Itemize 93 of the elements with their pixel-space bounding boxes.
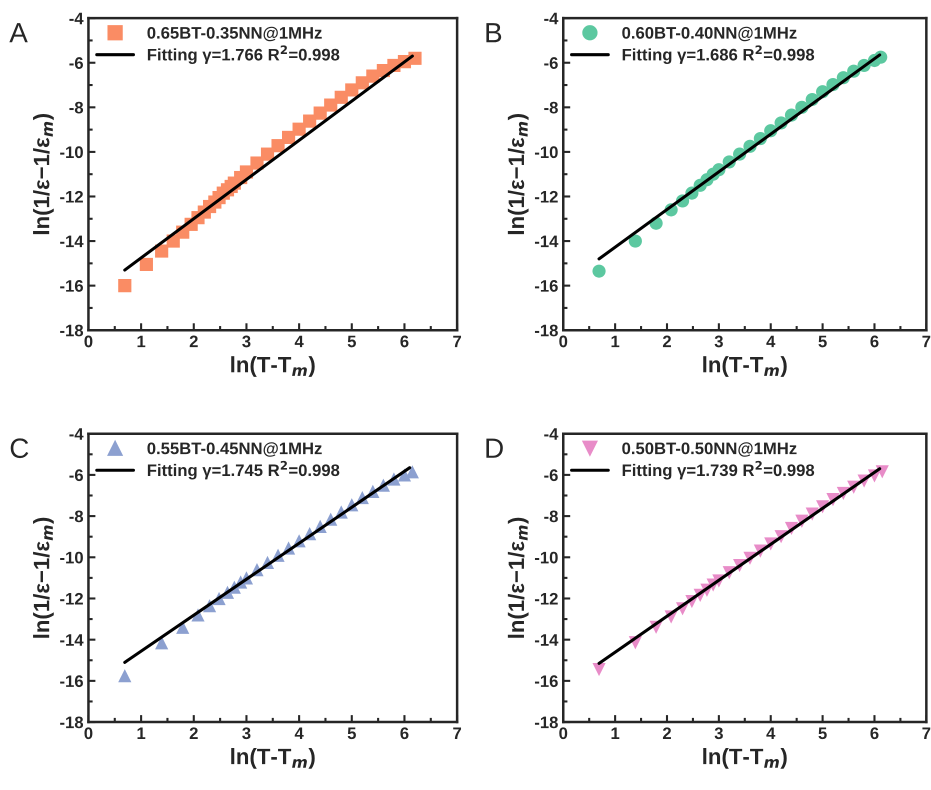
x-tick-label: 0 xyxy=(559,727,568,740)
point xyxy=(406,465,419,478)
x-tick-label: 6 xyxy=(870,727,879,740)
point xyxy=(155,636,168,650)
legend-label: Fitting γ=1.766 R$^{2}$=0.998 xyxy=(148,45,340,64)
y-tick-label: -16 xyxy=(534,675,558,688)
legend-label: Fitting γ=1.745 R$^{2}$=0.998 xyxy=(148,460,340,480)
point xyxy=(140,258,153,272)
y-tick-label: -10 xyxy=(534,146,558,158)
y-axis-title: ln(1/ε−1/ε$_{m}$) xyxy=(508,518,529,638)
x-axis-title: ln(T-T$_{m}$) xyxy=(231,356,315,377)
x-axis-title: ln(T-T$_{m}$) xyxy=(703,356,787,377)
text: B xyxy=(486,23,502,42)
legend-label: Fitting γ=1.686 R$^{2}$=0.998 xyxy=(622,45,814,64)
x-tick-label: 1 xyxy=(138,728,146,739)
y-tick-label: -12 xyxy=(534,190,558,203)
y-tick-label: -8 xyxy=(69,510,84,522)
x-tick-label: 5 xyxy=(818,336,827,348)
y-tick-label: -10 xyxy=(60,146,83,158)
x-tick-label: 2 xyxy=(662,336,671,348)
legend-label: 0.50BT-0.50NN@1MHz xyxy=(622,442,797,457)
y-tick-label: -4 xyxy=(69,12,84,24)
x-tick-label: 4 xyxy=(294,336,304,348)
y-tick-label: -6 xyxy=(69,57,83,69)
y-tick-label: -8 xyxy=(544,102,558,114)
y-tick-label: -12 xyxy=(60,592,83,605)
x-tick-label: 3 xyxy=(714,336,723,348)
legend-label: 0.65BT-0.35NN@1MHz xyxy=(147,26,322,42)
x-tick-label: 4 xyxy=(294,728,304,739)
text: C xyxy=(10,438,28,458)
x-tick-label: 3 xyxy=(242,727,250,740)
x-tick-label: 0 xyxy=(84,336,92,348)
x-tick-label: 4 xyxy=(766,728,776,739)
legend-label: 0.55BT-0.45NN@1MHz xyxy=(147,442,322,457)
y-tick-label: -18 xyxy=(60,324,84,336)
y-tick-label: -6 xyxy=(69,469,83,482)
point xyxy=(628,234,642,248)
y-tick-label: -14 xyxy=(60,634,84,646)
x-tick-label: 4 xyxy=(766,336,776,348)
x-axis-title: ln(T-T$_{m}$) xyxy=(231,748,315,769)
x-tick-label: 6 xyxy=(400,336,408,348)
x-tick-label: 2 xyxy=(190,727,198,739)
point xyxy=(314,106,327,120)
y-tick-label: -4 xyxy=(544,428,558,440)
y-tick-label: -14 xyxy=(60,236,84,248)
y-tick-label: -6 xyxy=(544,469,558,482)
x-tick-label: 5 xyxy=(348,336,356,348)
y-tick-label: -18 xyxy=(534,716,558,728)
x-tick-label: 2 xyxy=(662,727,671,739)
x-tick-label: 2 xyxy=(190,336,198,348)
y-tick-label: -12 xyxy=(534,592,558,605)
y-tick-label: -8 xyxy=(69,102,84,114)
point xyxy=(118,669,132,682)
x-tick-label: 3 xyxy=(714,727,723,740)
point xyxy=(118,279,132,292)
x-tick-label: 6 xyxy=(400,727,408,740)
y-axis-title: ln(1/ε−1/ε$_{m}$) xyxy=(33,114,54,234)
y-tick-label: -16 xyxy=(534,280,558,292)
y-axis-title: ln(1/ε−1/ε$_{m}$) xyxy=(33,518,54,638)
text: A xyxy=(9,23,28,42)
y-tick-label: -8 xyxy=(544,510,558,522)
x-tick-label: 7 xyxy=(922,728,930,739)
y-tick-label: -14 xyxy=(534,236,558,248)
x-tick-label: 5 xyxy=(348,728,356,740)
x-tick-label: 0 xyxy=(84,727,92,740)
x-tick-label: 3 xyxy=(242,336,250,348)
y-tick-label: -4 xyxy=(69,428,84,440)
y-axis-title: ln(1/ε−1/ε$_{m}$) xyxy=(508,114,529,234)
legend-label: 0.60BT-0.40NN@1MHz xyxy=(622,26,797,42)
x-tick-label: 1 xyxy=(612,728,620,739)
x-tick-label: 1 xyxy=(612,336,620,348)
y-tick-label: -16 xyxy=(60,675,83,688)
x-tick-label: 1 xyxy=(138,336,146,348)
x-tick-label: 7 xyxy=(453,728,462,739)
x-tick-label: 7 xyxy=(453,336,462,348)
x-tick-label: 6 xyxy=(870,336,879,348)
y-tick-label: -18 xyxy=(534,324,558,336)
y-tick-label: -16 xyxy=(60,280,83,292)
x-tick-label: 5 xyxy=(818,728,827,740)
x-tick-label: 0 xyxy=(559,336,568,348)
legend-label: Fitting γ=1.739 R$^{2}$=0.998 xyxy=(622,460,814,480)
y-tick-label: -4 xyxy=(544,12,558,24)
point xyxy=(592,264,606,278)
point xyxy=(592,662,606,676)
y-tick-label: -14 xyxy=(534,634,558,646)
y-tick-label: -12 xyxy=(60,190,83,203)
y-tick-label: -10 xyxy=(534,552,558,564)
y-tick-label: -6 xyxy=(544,57,558,69)
text: D xyxy=(486,438,503,458)
y-tick-label: -10 xyxy=(60,552,83,564)
x-axis-title: ln(T-T$_{m}$) xyxy=(703,748,787,769)
y-tick-label: -18 xyxy=(60,716,84,728)
x-tick-label: 7 xyxy=(922,336,930,348)
